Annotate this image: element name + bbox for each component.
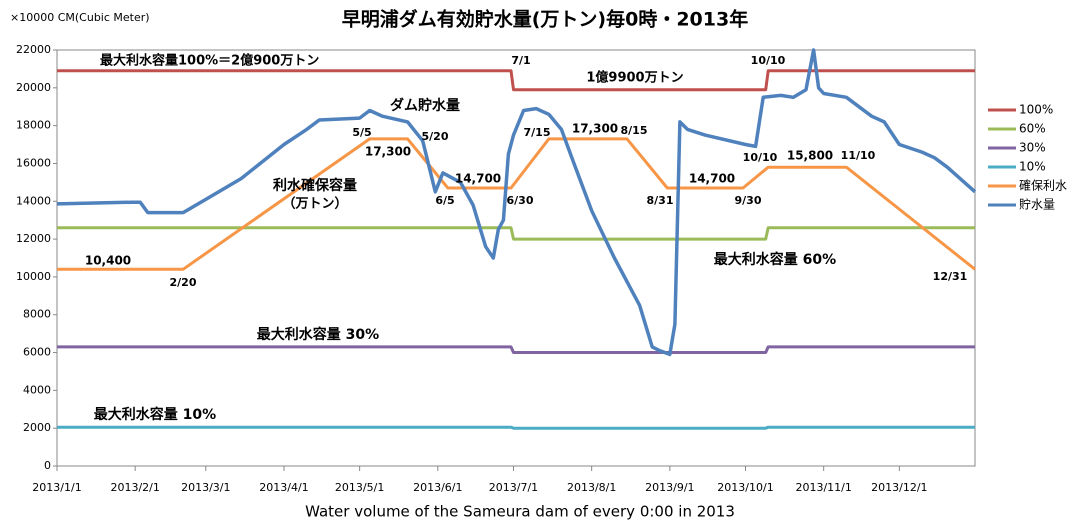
y-tick-label: 4000 xyxy=(23,383,51,396)
annotation: 11/10 xyxy=(841,149,876,162)
x-tick-label: 2013/12/1 xyxy=(871,481,927,494)
annotation: 1億9900万トン xyxy=(586,70,683,86)
x-tick-label: 2013/9/1 xyxy=(645,481,694,494)
y-tick-label: 0 xyxy=(44,459,51,472)
legend-label: 10% xyxy=(1019,160,1046,174)
x-tick-label: 2013/5/1 xyxy=(335,481,384,494)
chart-title: 早明浦ダム有効貯水量(万トン)毎0時・2013年 xyxy=(342,8,748,31)
plot-frame xyxy=(56,49,976,467)
y-tick-label: 12000 xyxy=(16,232,51,245)
annotation: 14,700 xyxy=(689,172,735,186)
legend-label: 30% xyxy=(1019,141,1046,155)
series-line xyxy=(57,425,975,430)
annotation: 7/15 xyxy=(524,126,551,139)
y-tick-label: 18000 xyxy=(16,119,51,132)
x-tick-label: 2013/8/1 xyxy=(567,481,616,494)
y-tick-label: 22000 xyxy=(16,43,51,56)
annotation: 最大利水容量 10% xyxy=(94,406,216,423)
annotation: 利水確保容量 xyxy=(273,177,357,194)
annotation: 7/1 xyxy=(511,54,530,67)
annotation: 8/15 xyxy=(621,124,648,137)
annotation: 12/31 xyxy=(933,270,968,283)
annotation: 最大利水容量100%＝2億900万トン xyxy=(100,53,319,69)
legend-label: 貯水量 xyxy=(1019,198,1055,212)
series-line xyxy=(57,226,975,241)
series-line xyxy=(56,48,977,357)
x-tick-label: 2013/4/1 xyxy=(259,481,308,494)
annotation: 9/30 xyxy=(735,194,762,207)
annotation: 15,800 xyxy=(787,149,833,163)
y-tick-label: 8000 xyxy=(23,308,51,321)
annotation: 10,400 xyxy=(85,254,131,268)
legend-label: 60% xyxy=(1019,122,1046,136)
annotation: 6/30 xyxy=(507,194,534,207)
y-tick-label: 6000 xyxy=(23,346,51,359)
x-tick-label: 2013/3/1 xyxy=(181,481,230,494)
annotation: （万トン） xyxy=(282,196,347,212)
annotation: 8/31 xyxy=(647,194,674,207)
annotation: 6/5 xyxy=(435,194,454,207)
y-tick-label: 2000 xyxy=(23,421,51,434)
legend-label: 100% xyxy=(1019,103,1053,117)
series-line xyxy=(57,345,975,354)
y-tick-label: 10000 xyxy=(16,270,51,283)
series-line xyxy=(57,137,976,271)
annotation: 17,300 xyxy=(572,122,618,136)
x-tick-label: 2013/11/1 xyxy=(795,481,851,494)
y-unit: ×10000 CM(Cubic Meter) xyxy=(10,11,150,24)
annotation: 5/20 xyxy=(422,130,449,143)
annotation: 17,300 xyxy=(365,145,411,159)
x-tick-label: 2013/2/1 xyxy=(110,481,159,494)
y-tick-label: 16000 xyxy=(16,156,51,169)
y-tick-label: 20000 xyxy=(16,81,51,94)
legend-label: 確保利水 xyxy=(1019,178,1067,193)
y-tick-label: 14000 xyxy=(16,194,51,207)
annotation: 10/10 xyxy=(743,151,778,164)
annotation: 5/5 xyxy=(352,126,371,139)
annotation: 10/10 xyxy=(751,54,786,67)
x-tick-label: 2013/7/1 xyxy=(489,481,538,494)
x-tick-label: 2013/1/1 xyxy=(32,481,81,494)
annotation: ダム貯水量 xyxy=(390,97,460,114)
x-axis-label: Water volume of the Sameura dam of every… xyxy=(305,503,735,521)
annotation: 最大利水容量 60% xyxy=(714,251,836,268)
annotation: 14,700 xyxy=(455,172,501,186)
annotation: 2/20 xyxy=(170,276,197,289)
x-tick-label: 2013/10/1 xyxy=(717,481,773,494)
x-tick-label: 2013/6/1 xyxy=(413,481,462,494)
annotation: 最大利水容量 30% xyxy=(257,326,379,343)
series-line xyxy=(57,69,975,92)
